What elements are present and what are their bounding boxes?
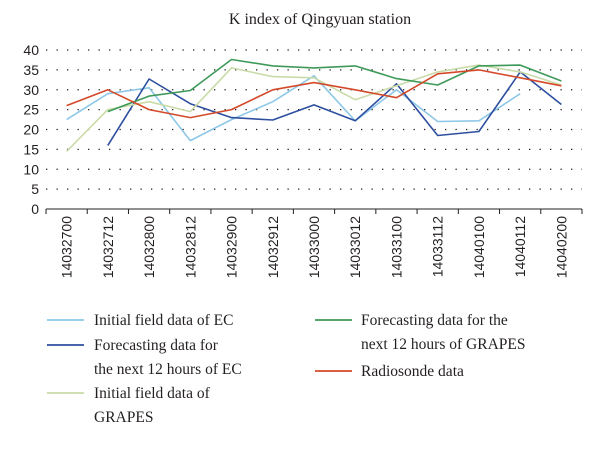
legend-label: Initial field data of EC	[94, 312, 233, 329]
x-tick-label: 14032900	[224, 216, 240, 279]
legend-entry: Initial field data of GRAPES	[47, 385, 211, 426]
y-tick-label: 10	[23, 161, 39, 177]
y-tick-label: 35	[23, 62, 39, 78]
y-tick-label: 15	[23, 141, 39, 157]
x-tick-label: 14040200	[553, 216, 569, 279]
y-tick-label: 5	[31, 181, 39, 197]
x-tick-label: 14032800	[141, 216, 157, 279]
y-tick-label: 40	[23, 42, 39, 58]
legend-label: Radiosonde data	[361, 363, 464, 380]
y-tick-label: 20	[23, 122, 39, 138]
series-line-3	[66, 64, 562, 152]
x-tick-label: 14032912	[265, 216, 281, 279]
legend-entry: Forecasting data for the next 12 hours of…	[47, 337, 242, 378]
x-tick-label: 14040100	[471, 216, 487, 279]
legend-label: the next 12 hours of EC	[94, 361, 242, 378]
series-line-2	[107, 71, 562, 146]
chart-title: K index of Qingyuan station	[229, 11, 411, 28]
y-tick-label: 0	[31, 201, 39, 217]
x-tick-label: 14040112	[512, 216, 528, 277]
legend-label: Initial field data of	[94, 385, 211, 402]
legend: Initial field data of EC Forecasting data…	[47, 312, 525, 426]
legend-entry: Radiosonde data	[315, 363, 464, 380]
axes	[45, 208, 583, 214]
legend-label: GRAPES	[94, 409, 153, 426]
legend-label: next 12 hours of GRAPES	[361, 336, 525, 353]
legend-entry: Forecasting data for the next 12 hours of…	[315, 312, 525, 353]
legend-entry: Initial field data of EC	[47, 312, 233, 329]
gridlines	[46, 49, 582, 190]
x-tick-label: 14033112	[430, 216, 446, 277]
x-tick-label: 14033000	[306, 216, 322, 279]
x-tick-label: 14032700	[59, 216, 75, 279]
y-tick-label: 30	[23, 82, 39, 98]
x-axis-ticks: 14032700 14032712 14032800 14032812 14032900…	[59, 216, 570, 279]
y-axis-ticks: 0 5 10 15 20 25 30 35 40	[23, 42, 39, 217]
x-tick-label: 14033100	[388, 216, 404, 279]
legend-label: Forecasting data for the	[361, 312, 508, 329]
x-tick-label: 14032712	[100, 216, 116, 279]
legend-label: Forecasting data for	[94, 337, 219, 354]
series-line-5	[66, 69, 562, 119]
x-tick-label: 14033012	[347, 216, 363, 279]
x-tick-label: 14032812	[182, 216, 198, 279]
y-tick-label: 25	[23, 102, 39, 118]
series-line-4	[107, 58, 562, 113]
series-lines	[66, 58, 562, 152]
